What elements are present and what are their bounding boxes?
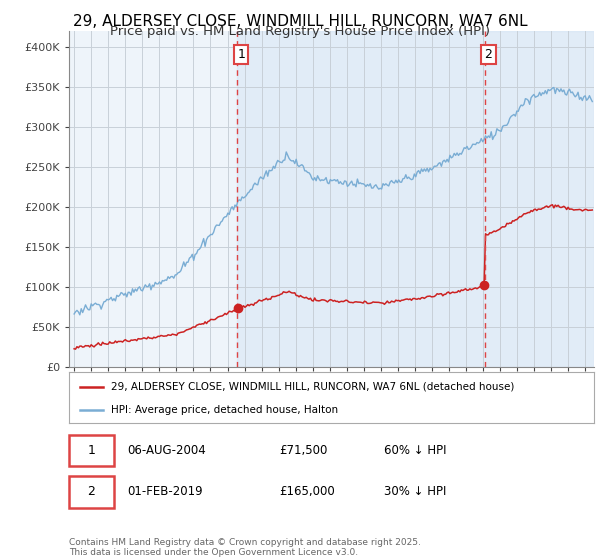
Text: Contains HM Land Registry data © Crown copyright and database right 2025.
This d: Contains HM Land Registry data © Crown c… bbox=[69, 538, 421, 557]
Text: 2: 2 bbox=[88, 486, 95, 498]
Text: 06-AUG-2004: 06-AUG-2004 bbox=[127, 444, 205, 457]
Text: HPI: Average price, detached house, Halton: HPI: Average price, detached house, Halt… bbox=[111, 405, 338, 415]
Text: Price paid vs. HM Land Registry's House Price Index (HPI): Price paid vs. HM Land Registry's House … bbox=[110, 25, 490, 38]
Text: 01-FEB-2019: 01-FEB-2019 bbox=[127, 486, 202, 498]
Bar bbox=[238, 31, 594, 367]
Text: 29, ALDERSEY CLOSE, WINDMILL HILL, RUNCORN, WA7 6NL: 29, ALDERSEY CLOSE, WINDMILL HILL, RUNCO… bbox=[73, 14, 527, 29]
Text: 60% ↓ HPI: 60% ↓ HPI bbox=[384, 444, 446, 457]
FancyBboxPatch shape bbox=[69, 435, 113, 466]
Text: £165,000: £165,000 bbox=[279, 486, 335, 498]
Text: £71,500: £71,500 bbox=[279, 444, 328, 457]
Text: 2: 2 bbox=[485, 48, 493, 61]
FancyBboxPatch shape bbox=[69, 477, 113, 507]
Text: 30% ↓ HPI: 30% ↓ HPI bbox=[384, 486, 446, 498]
Text: 29, ALDERSEY CLOSE, WINDMILL HILL, RUNCORN, WA7 6NL (detached house): 29, ALDERSEY CLOSE, WINDMILL HILL, RUNCO… bbox=[111, 381, 514, 391]
Text: 1: 1 bbox=[238, 48, 245, 61]
Text: 1: 1 bbox=[88, 444, 95, 457]
